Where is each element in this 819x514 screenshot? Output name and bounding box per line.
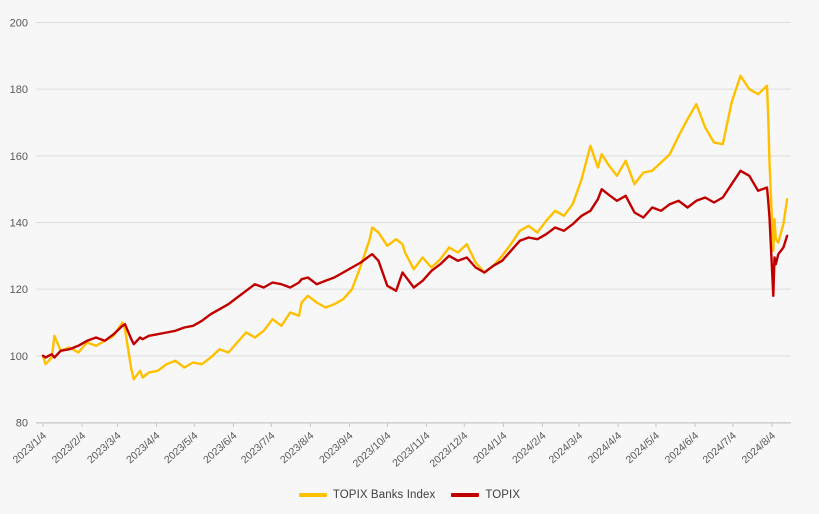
y-tick-label: 180	[10, 84, 28, 96]
legend-swatch-topix-banks-index	[298, 493, 327, 497]
x-tick-label: 2024/1/4	[471, 430, 510, 466]
x-tick-label: 2024/7/4	[701, 430, 740, 466]
series-line-topix-banks-index	[41, 74, 789, 381]
x-tick-label: 2024/5/4	[624, 430, 663, 466]
series-line-topix	[41, 169, 789, 359]
x-tick-label: 2023/4/4	[124, 430, 163, 466]
y-tick-label: 120	[10, 284, 28, 296]
x-tick-label: 2023/5/4	[162, 430, 201, 466]
y-tick-label: 200	[10, 18, 28, 30]
y-tick-label: 80	[16, 418, 28, 430]
y-tick-label: 160	[10, 151, 28, 163]
x-tick-label: 2023/2/4	[50, 430, 89, 466]
legend-item-topix: TOPIX	[451, 489, 520, 501]
x-tick-label: 2024/6/4	[663, 430, 702, 466]
x-tick-label: 2023/8/4	[278, 430, 317, 466]
x-tick-label: 2024/2/4	[510, 430, 549, 466]
x-tick-label: 2023/10/4	[351, 430, 394, 470]
x-tick-label: 2023/1/4	[11, 430, 50, 466]
x-tick-label: 2024/4/4	[586, 430, 625, 466]
x-tick-label: 2023/7/4	[239, 430, 278, 466]
legend-label-topix: TOPIX	[485, 489, 521, 501]
legend-swatch-topix	[451, 493, 480, 497]
x-tick-label: 2024/8/4	[740, 430, 779, 466]
x-tick-label: 2024/3/4	[547, 430, 586, 466]
x-tick-label: 2023/11/4	[390, 430, 432, 470]
y-tick-label: 140	[10, 218, 28, 230]
x-tick-label: 2023/12/4	[428, 430, 471, 470]
legend-label-topix-banks-index: TOPIX Banks Index	[332, 489, 436, 501]
x-tick-label: 2023/6/4	[201, 430, 240, 466]
chart-legend: TOPIX Banks Index TOPIX	[0, 489, 819, 501]
legend-item-topix-banks-index: TOPIX Banks Index	[298, 489, 436, 501]
y-tick-label: 100	[10, 351, 28, 363]
x-tick-label: 2023/3/4	[85, 430, 124, 466]
